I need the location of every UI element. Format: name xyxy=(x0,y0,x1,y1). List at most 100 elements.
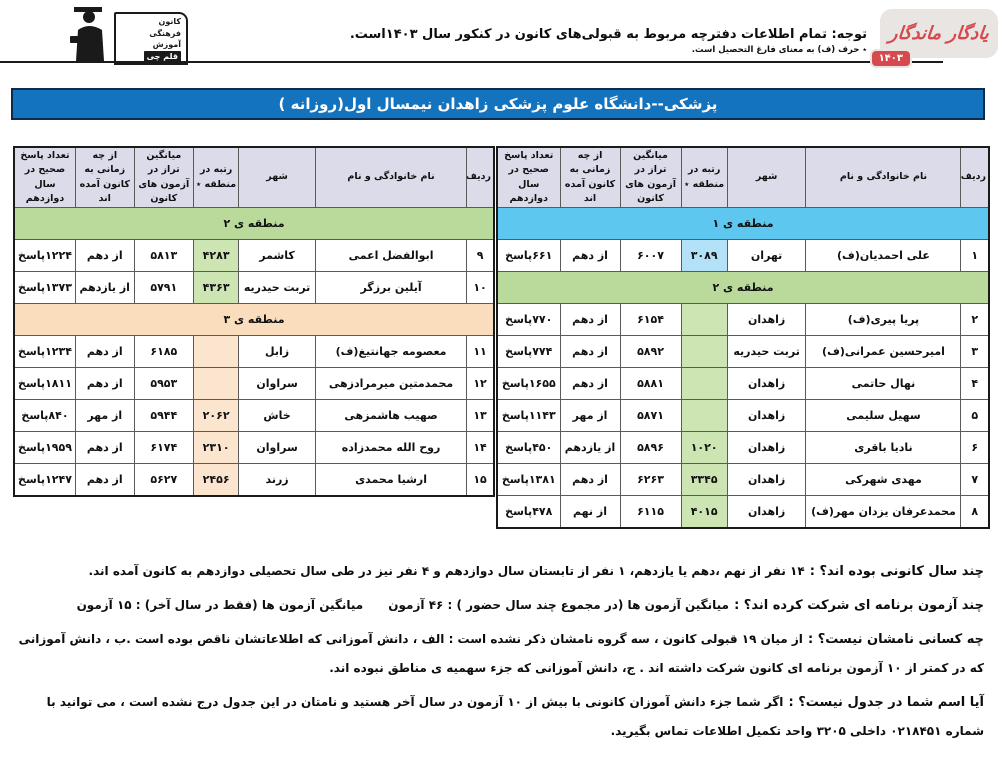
cell-no: ۵ xyxy=(960,399,990,432)
cell-name: روح الله محمدزاده xyxy=(314,431,468,464)
cell-since: از یازدهم xyxy=(74,271,135,304)
table-row: ۵ سهیل سلیمی زاهدان ۵۸۷۱ از مهر ۱۱۴۳پاسخ xyxy=(496,399,990,432)
cell-score: ۶۲۶۳ xyxy=(619,463,682,496)
results-table: ردیف نام خانوادگی و نام شهر رتبه در منطقه ٭… xyxy=(13,146,495,497)
cell-city: خاش xyxy=(238,399,316,432)
region-band-row: منطقه ی ۳ xyxy=(13,303,495,336)
footnote: آیا اسم شما در جدول نیست؟ : اگر شما جزء … xyxy=(16,687,984,745)
cell-since: از مهر xyxy=(559,399,621,432)
cell-rank xyxy=(193,335,240,368)
table-row: ۱ علی احمدیان(ف) تهران ۳۰۸۹ ۶۰۰۷ از دهم ۶۶۱پاس… xyxy=(496,239,990,272)
kanoon-board-line: آموزش xyxy=(152,40,181,50)
cell-since: از دهم xyxy=(559,463,621,496)
title-bar: پزشکی--دانشگاه علوم پزشکی زاهدان نیمسال … xyxy=(11,88,985,120)
cell-score: ۶۱۸۵ xyxy=(133,335,195,368)
region-band-row: منطقه ی ۱ xyxy=(496,207,990,240)
footnote-text: از میان ۱۹ قبولی کانون ، سه گروه نامشان … xyxy=(14,632,984,675)
brand-title: یادگار ماندگار xyxy=(887,23,991,44)
cell-no: ۱ xyxy=(960,239,990,272)
cell-city: تربت حیدریه xyxy=(726,335,807,368)
cell-answers: ۱۶۵۵پاسخ xyxy=(496,367,561,400)
cell-score: ۵۸۷۱ xyxy=(619,399,682,432)
cell-rank: ۲۴۵۶ xyxy=(193,463,240,497)
region-band: منطقه ی ۲ xyxy=(13,207,495,240)
cell-no: ۱۱ xyxy=(466,335,495,368)
cell-since: از دهم xyxy=(559,367,621,400)
cell-since: از دهم xyxy=(559,303,621,336)
column-header: ردیف xyxy=(466,146,495,208)
table-row: ۳ امیرحسین عمرانی(ف) تربت حیدریه ۵۸۹۲ از دهم… xyxy=(496,335,990,368)
cell-name: صهیب هاشمزهی xyxy=(314,399,468,432)
cell-score: ۵۶۲۷ xyxy=(133,463,195,497)
column-header: تعداد پاسخ صحیح در سال دوازدهم xyxy=(13,146,76,208)
cell-no: ۹ xyxy=(466,239,495,272)
cell-no: ۱۲ xyxy=(466,367,495,400)
footnote-text: اگر شما جزء دانش آموزان کانونی با بیش از… xyxy=(42,695,984,738)
results-table-left-container: ردیف نام خانوادگی و نام شهر رتبه در منطقه ٭… xyxy=(13,146,495,497)
column-header: رتبه در منطقه ٭ xyxy=(680,146,728,208)
kanoon-logo: کانون فرهنگی آموزش قلم چی xyxy=(62,4,230,66)
cell-name: امیرحسین عمرانی(ف) xyxy=(805,335,962,368)
cell-rank xyxy=(680,335,728,368)
table-header-row: ردیف نام خانوادگی و نام شهر رتبه در منطقه ٭… xyxy=(496,146,990,208)
cell-city: زابل xyxy=(238,335,316,368)
footnote: چند سال کانونی بوده اند؟ : ۱۴ نفر از نهم… xyxy=(16,556,984,585)
cell-no: ۷ xyxy=(960,463,990,496)
table-row: ۱۰ آیلین برزگر تربت حیدریه ۴۳۶۳ ۵۷۹۱ از یازده… xyxy=(13,271,495,304)
header-note-sub: ٭ حرف (ف) به معنای فارغ التحصیل است. xyxy=(691,45,867,55)
table-row: ۸ محمدعرفان یزدان مهر(ف) زاهدان ۴۰۱۵ ۶۱۱۵ از … xyxy=(496,495,990,529)
table-row: ۱۴ روح الله محمدزاده سراوان ۲۳۱۰ ۶۱۷۴ از دهم ۱… xyxy=(13,431,495,464)
header-note-main: توجه: تمام اطلاعات دفترچه مربوط به قبولی… xyxy=(349,27,867,42)
cell-name: مهدی شهرکی xyxy=(805,463,962,496)
kanoon-board-chip: قلم چی xyxy=(143,50,181,63)
cell-rank: ۴۲۸۳ xyxy=(193,239,240,272)
cell-answers: ۱۸۱۱پاسخ xyxy=(13,367,76,400)
table-row: ۱۲ محمدمتین میرمرادزهی سراوان ۵۹۵۳ از دهم ۱۸۱… xyxy=(13,367,495,400)
cell-score: ۶۰۰۷ xyxy=(619,239,682,272)
cell-answers: ۱۲۳۴پاسخ xyxy=(13,335,76,368)
cell-city: زاهدان xyxy=(726,399,807,432)
cell-name: پریا پیری(ف) xyxy=(805,303,962,336)
column-header: ردیف xyxy=(960,146,990,208)
cell-score: ۵۸۸۱ xyxy=(619,367,682,400)
footnote: چند آزمون برنامه ای شرکت کرده اند؟ : میا… xyxy=(16,590,984,619)
table-row: ۱۳ صهیب هاشمزهی خاش ۲۰۶۲ ۵۹۴۴ از مهر ۸۴۰پاسخ xyxy=(13,399,495,432)
table-row: ۲ پریا پیری(ف) زاهدان ۶۱۵۴ از دهم ۷۷۰پاسخ xyxy=(496,303,990,336)
column-header: شهر xyxy=(726,146,807,208)
cell-rank: ۴۳۶۳ xyxy=(193,271,240,304)
cell-score: ۶۱۵۴ xyxy=(619,303,682,336)
cell-city: سراوان xyxy=(238,367,316,400)
cell-rank xyxy=(680,367,728,400)
cell-answers: ۱۳۸۱پاسخ xyxy=(496,463,561,496)
cell-since: از دهم xyxy=(74,463,135,497)
cell-no: ۸ xyxy=(960,495,990,529)
cell-rank: ۲۰۶۲ xyxy=(193,399,240,432)
cell-city: زرند xyxy=(238,463,316,497)
table-row: ۱۱ معصومه جهانتیغ(ف) زابل ۶۱۸۵ از دهم ۱۲۳۴پاس… xyxy=(13,335,495,368)
cell-answers: ۷۷۰پاسخ xyxy=(496,303,561,336)
cell-score: ۵۹۴۴ xyxy=(133,399,195,432)
cell-answers: ۱۹۵۹پاسخ xyxy=(13,431,76,464)
region-band: منطقه ی ۱ xyxy=(496,207,990,240)
cell-no: ۶ xyxy=(960,431,990,464)
cell-since: از دهم xyxy=(74,239,135,272)
cell-rank: ۲۳۱۰ xyxy=(193,431,240,464)
cell-city: زاهدان xyxy=(726,495,807,529)
column-header: از چه زمانی به کانون آمده اند xyxy=(559,146,621,208)
cell-name: نهال حاتمی xyxy=(805,367,962,400)
column-header: از چه زمانی به کانون آمده اند xyxy=(74,146,135,208)
table-header-row: ردیف نام خانوادگی و نام شهر رتبه در منطقه ٭… xyxy=(13,146,495,208)
cell-since: از دهم xyxy=(74,431,135,464)
cell-answers: ۴۵۰پاسخ xyxy=(496,431,561,464)
cell-since: از دهم xyxy=(74,335,135,368)
region-band: منطقه ی ۳ xyxy=(13,303,495,336)
cell-no: ۱۰ xyxy=(466,271,495,304)
cell-city: تربت حیدریه xyxy=(238,271,316,304)
cell-city: زاهدان xyxy=(726,463,807,496)
cell-name: ابوالفضل اعمی xyxy=(314,239,468,272)
cell-since: از یازدهم xyxy=(559,431,621,464)
footnote-text: میانگین آزمون ها (در مجموع چند سال حضور … xyxy=(76,598,729,612)
region-band-row: منطقه ی ۲ xyxy=(13,207,495,240)
cell-name: سهیل سلیمی xyxy=(805,399,962,432)
cell-rank xyxy=(680,399,728,432)
